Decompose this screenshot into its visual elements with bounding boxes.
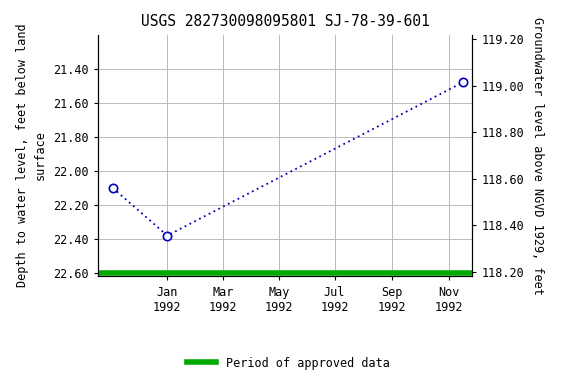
Y-axis label: Groundwater level above NGVD 1929, feet: Groundwater level above NGVD 1929, feet: [531, 17, 544, 295]
Title: USGS 282730098095801 SJ-78-39-601: USGS 282730098095801 SJ-78-39-601: [141, 14, 430, 29]
Y-axis label: Depth to water level, feet below land
surface: Depth to water level, feet below land su…: [16, 24, 46, 287]
Legend: Period of approved data: Period of approved data: [182, 352, 394, 374]
